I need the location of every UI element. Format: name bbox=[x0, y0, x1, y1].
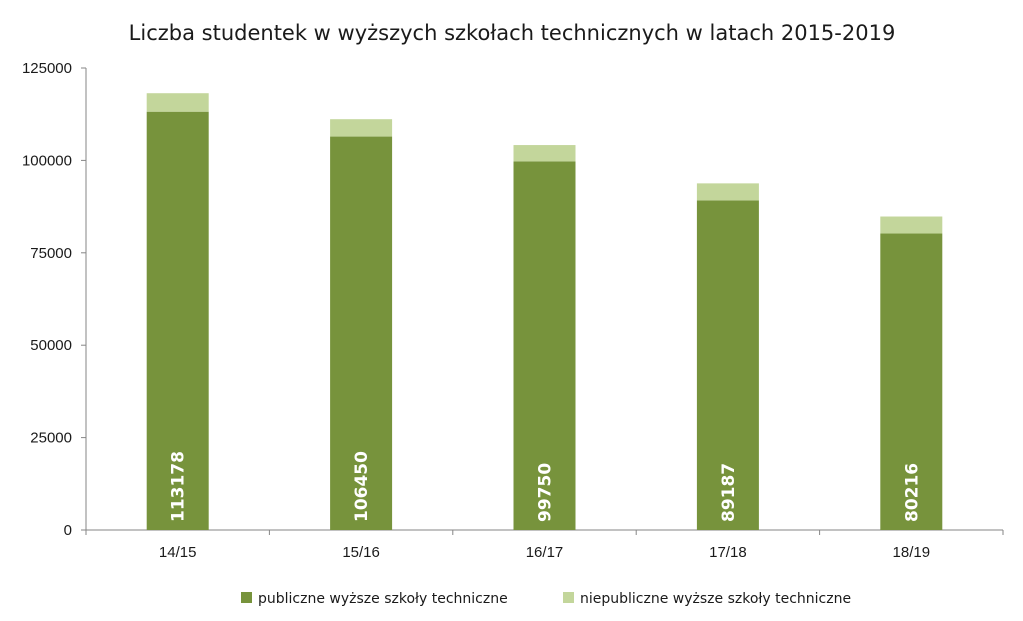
x-tick-label: 17/18 bbox=[709, 544, 747, 561]
bar-publiczne-15-16 bbox=[330, 136, 393, 531]
y-tick-label: 100000 bbox=[22, 152, 72, 169]
legend-swatch-niepubliczne bbox=[563, 592, 574, 603]
x-tick-label: 18/19 bbox=[893, 544, 931, 561]
bar-niepubliczne-18-19 bbox=[880, 216, 943, 234]
legend-label-niepubliczne: niepubliczne wyższe szkoły techniczne bbox=[580, 591, 851, 607]
data-label: 99750 bbox=[536, 463, 556, 522]
y-tick-label: 50000 bbox=[30, 337, 72, 354]
legend: publiczne wyższe szkoły techniczne niepu… bbox=[241, 591, 851, 607]
bar-publiczne-16-17 bbox=[513, 161, 576, 530]
bar-niepubliczne-16-17 bbox=[513, 145, 576, 162]
plot-area: 0 25000 50000 75000 100000 125000 113178 14/15 1… bbox=[22, 60, 1004, 561]
bar-niepubliczne-17-18 bbox=[696, 183, 759, 201]
data-label: 106450 bbox=[352, 451, 372, 522]
y-tick-label: 25000 bbox=[30, 430, 72, 447]
data-label: 80216 bbox=[902, 463, 922, 522]
bar-publiczne-14-15 bbox=[146, 111, 209, 530]
legend-swatch-publiczne bbox=[241, 592, 252, 603]
bar-publiczne-17-18 bbox=[696, 200, 759, 530]
x-tick-label: 15/16 bbox=[342, 544, 380, 561]
data-label: 89187 bbox=[719, 463, 739, 522]
data-label: 113178 bbox=[169, 451, 189, 522]
x-tick-label: 16/17 bbox=[526, 544, 564, 561]
legend-label-publiczne: publiczne wyższe szkoły techniczne bbox=[258, 591, 508, 607]
bar-niepubliczne-15-16 bbox=[330, 119, 393, 137]
y-tick-label: 0 bbox=[64, 522, 72, 539]
x-tick-label: 14/15 bbox=[159, 544, 197, 561]
bar-niepubliczne-14-15 bbox=[146, 93, 209, 112]
chart-title: Liczba studentek w wyższych szkołach tec… bbox=[129, 21, 896, 45]
y-tick-label: 75000 bbox=[30, 245, 72, 262]
bar-publiczne-18-19 bbox=[880, 233, 943, 530]
y-tick-label: 125000 bbox=[22, 60, 72, 77]
